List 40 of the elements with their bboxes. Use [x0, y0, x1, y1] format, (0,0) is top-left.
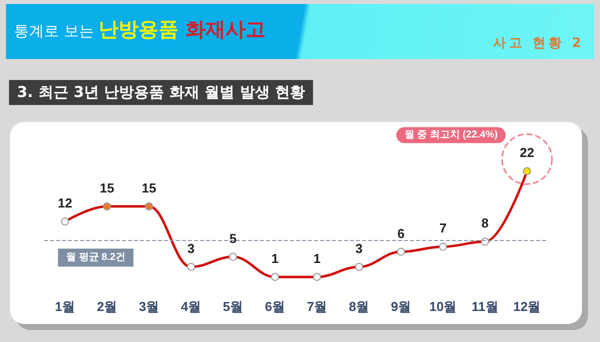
data-label: 8	[481, 216, 489, 231]
ref-line-label: 월 평균 8.2건	[66, 252, 126, 264]
data-label: 6	[397, 226, 405, 241]
point	[271, 272, 279, 281]
data-label: 1	[313, 250, 321, 266]
data-label: 3	[187, 240, 195, 256]
point	[145, 202, 153, 210]
x-tick-label: 12월	[513, 299, 541, 314]
x-tick-label: 3월	[138, 299, 160, 314]
point	[103, 202, 111, 210]
x-tick-label: 5월	[222, 299, 244, 314]
data-label: 5	[229, 230, 237, 246]
text: 사고 현황 2	[492, 35, 584, 52]
data-label: 3	[355, 240, 363, 256]
x-tick-label: 4월	[180, 299, 202, 314]
point	[397, 248, 405, 256]
data-label: 15	[100, 180, 114, 196]
point	[187, 262, 195, 271]
point	[61, 218, 69, 226]
x-tick-label: 7월	[306, 299, 328, 314]
data-label: 1	[271, 250, 279, 266]
text: 월 중 최고치 (22.4%)	[404, 130, 498, 141]
x-tick-label: 6월	[264, 299, 286, 314]
x-tick-label: 1월	[54, 299, 76, 314]
point	[229, 252, 237, 261]
point	[355, 262, 363, 271]
point	[313, 272, 321, 281]
x-tick-label: 9월	[390, 299, 412, 314]
chart-subtitle: 3. 최근 3년 난방용품 화재 월별 발생 현황	[9, 80, 314, 105]
data-label: 15	[142, 180, 156, 196]
x-tick-label: 11월	[472, 299, 498, 314]
data-label: 12	[58, 196, 72, 211]
x-tick-label: 2월	[96, 299, 118, 314]
point	[523, 167, 531, 176]
chart-title: 통계로 보는 난방용품 화재사고	[14, 17, 266, 41]
data-label: 22	[520, 145, 534, 160]
x-tick-label: 8월	[348, 299, 370, 314]
x-tick-label: 10월	[429, 299, 457, 314]
data-label: 7	[439, 220, 447, 236]
point	[439, 242, 447, 251]
